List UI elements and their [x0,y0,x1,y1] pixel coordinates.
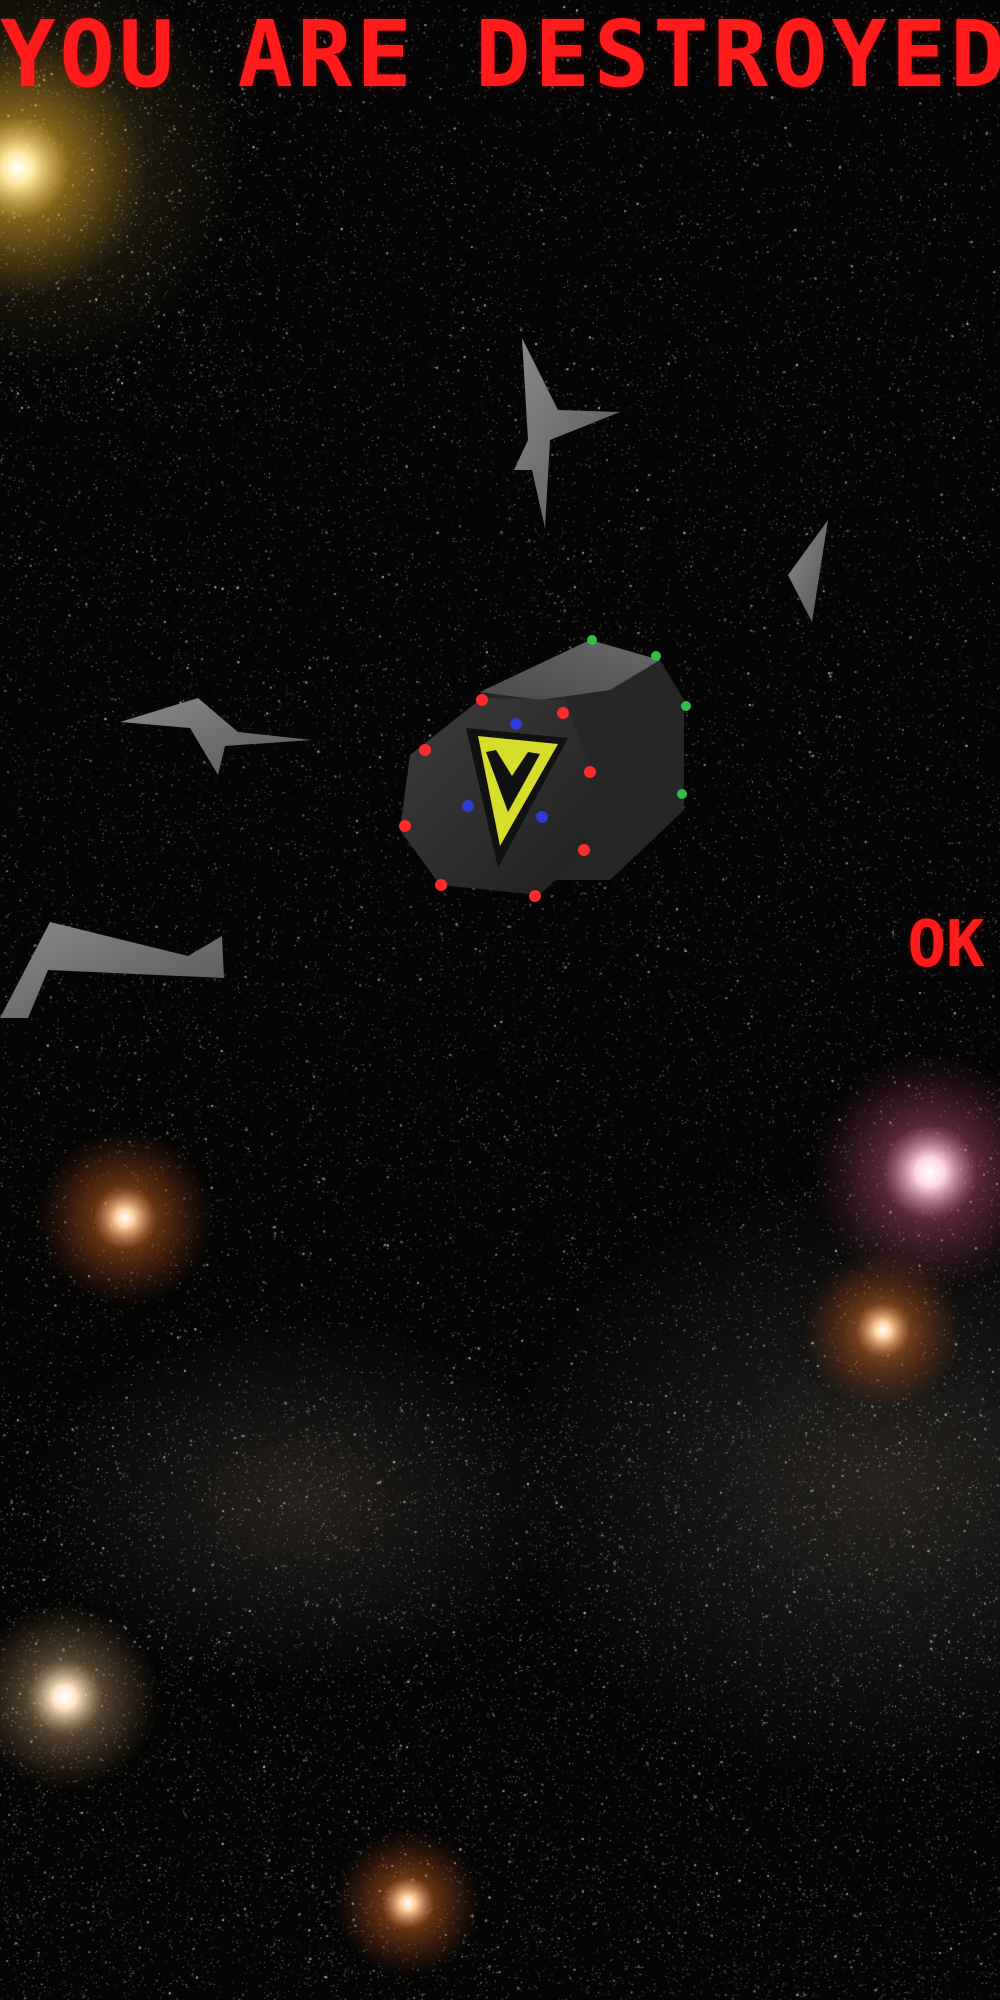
star-glow-icon [803,1250,963,1410]
ship-lights-red [399,694,596,902]
ship-lights-blue [462,718,548,823]
star-glow-icon [333,1828,483,1978]
debris-icon [120,698,312,775]
star-glow-icon [35,1128,215,1308]
star-glow-icon [0,38,148,298]
star-glow-icon [0,1602,160,1792]
ok-button[interactable]: OK [907,908,985,982]
star-glow-icon [810,1052,1000,1292]
debris-icon [788,520,828,622]
ship-lights-green [587,635,691,799]
debris-icon [514,338,620,528]
ship-icon [399,635,691,902]
debris-icon [0,922,224,1018]
game-over-title: YOU ARE DESTROYED [0,1,1000,108]
